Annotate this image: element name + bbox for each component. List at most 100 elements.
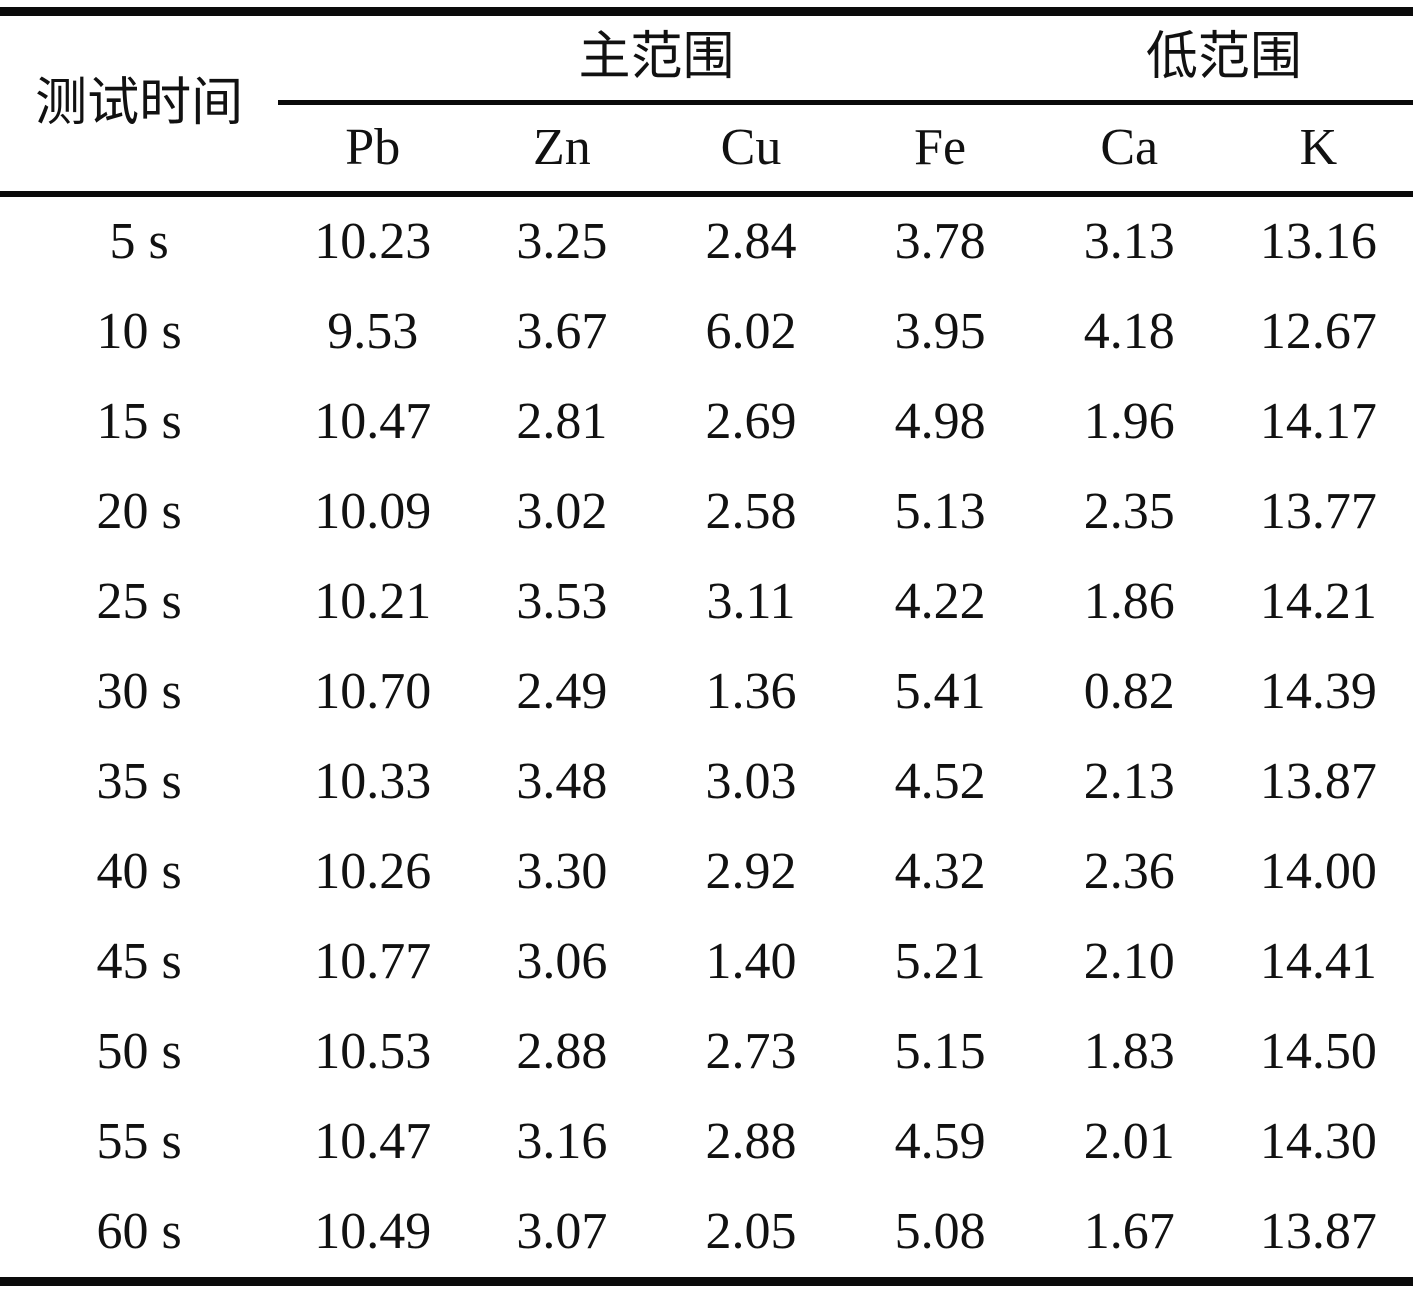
group-header-row: 测试时间 主范围 低范围 <box>0 11 1413 197</box>
table-row: 15 s 10.47 2.81 2.69 4.98 1.96 14.17 <box>0 377 1413 467</box>
row-time-label: 50 s <box>96 1023 182 1080</box>
table-cell: 3.67 <box>516 303 608 360</box>
table-cell: 2.88 <box>516 1023 608 1080</box>
table-cell: 2.81 <box>516 393 608 450</box>
table-cell: 3.53 <box>516 573 608 630</box>
table-cell: 3.11 <box>706 573 796 630</box>
row-time-label: 60 s <box>96 1203 182 1260</box>
table-cell: 4.22 <box>894 573 986 630</box>
column-header-cu: Cu <box>656 102 846 197</box>
table-cell: 10.47 <box>314 393 432 450</box>
table-cell: 10.49 <box>314 1203 432 1260</box>
table-cell: 4.32 <box>894 843 986 900</box>
table-cell: 3.06 <box>516 933 608 990</box>
table-cell: 2.10 <box>1083 933 1175 990</box>
measurement-table: 测试时间 主范围 低范围 Pb Zn Cu Fe Ca K 5 s 10.23 … <box>0 7 1413 1286</box>
table-cell: 4.98 <box>894 393 986 450</box>
table-cell: 3.95 <box>894 303 986 360</box>
table-cell: 5.21 <box>894 933 986 990</box>
table-cell: 14.00 <box>1259 843 1377 900</box>
table-cell: 2.13 <box>1083 753 1175 810</box>
table-cell: 3.78 <box>894 213 986 270</box>
row-time-label: 5 s <box>109 213 169 270</box>
table-cell: 9.53 <box>327 303 419 360</box>
table-row: 35 s 10.33 3.48 3.03 4.52 2.13 13.87 <box>0 737 1413 827</box>
column-header-ca: Ca <box>1034 102 1224 197</box>
table-cell: 5.13 <box>894 483 986 540</box>
table-cell: 10.26 <box>314 843 432 900</box>
table-cell: 2.05 <box>705 1203 797 1260</box>
table-cell: 0.82 <box>1083 663 1175 720</box>
table-cell: 2.01 <box>1083 1113 1175 1170</box>
row-time-label: 30 s <box>96 663 182 720</box>
table-row: 30 s 10.70 2.49 1.36 5.41 0.82 14.39 <box>0 647 1413 737</box>
table-row: 5 s 10.23 3.25 2.84 3.78 3.13 13.16 <box>0 194 1413 287</box>
table-cell: 3.03 <box>705 753 797 810</box>
element-header-row: Pb Zn Cu Fe Ca K <box>0 102 1413 197</box>
table-cell: 2.69 <box>705 393 797 450</box>
table-cell: 10.33 <box>314 753 432 810</box>
table-cell: 1.86 <box>1083 573 1175 630</box>
column-header-k: K <box>1223 102 1413 197</box>
table-cell: 14.17 <box>1259 393 1377 450</box>
table-cell: 3.25 <box>516 213 608 270</box>
table-cell: 5.15 <box>894 1023 986 1080</box>
table-cell: 14.50 <box>1259 1023 1377 1080</box>
table-row: 50 s 10.53 2.88 2.73 5.15 1.83 14.50 <box>0 1007 1413 1097</box>
table-cell: 13.77 <box>1259 483 1377 540</box>
table-cell: 3.16 <box>516 1113 608 1170</box>
table-cell: 2.36 <box>1083 843 1175 900</box>
table-cell: 1.83 <box>1083 1023 1175 1080</box>
main-range-group-header: 主范围 <box>278 11 1035 105</box>
table-cell: 10.09 <box>314 483 432 540</box>
table-cell: 2.49 <box>516 663 608 720</box>
table-cell: 13.87 <box>1259 1203 1377 1260</box>
row-time-label: 40 s <box>96 843 182 900</box>
column-header-zn: Zn <box>467 102 657 197</box>
table-cell: 12.67 <box>1259 303 1377 360</box>
row-time-label: 15 s <box>96 393 182 450</box>
table-cell: 5.08 <box>894 1203 986 1260</box>
table-cell: 3.48 <box>516 753 608 810</box>
table-cell: 3.02 <box>516 483 608 540</box>
table-row: 25 s 10.21 3.53 3.11 4.22 1.86 14.21 <box>0 557 1413 647</box>
table-cell: 1.40 <box>705 933 797 990</box>
table-cell: 10.53 <box>314 1023 432 1080</box>
test-time-header: 测试时间 <box>0 11 279 197</box>
table-cell: 2.88 <box>705 1113 797 1170</box>
table-cell: 1.67 <box>1083 1203 1175 1260</box>
table-cell: 10.70 <box>314 663 432 720</box>
table-cell: 3.13 <box>1083 213 1175 270</box>
table-cell: 13.87 <box>1259 753 1377 810</box>
row-time-label: 25 s <box>96 573 182 630</box>
table-cell: 10.21 <box>314 573 432 630</box>
table-body: 5 s 10.23 3.25 2.84 3.78 3.13 13.16 10 s… <box>0 194 1413 1282</box>
row-time-label: 35 s <box>96 753 182 810</box>
table-cell: 2.35 <box>1083 483 1175 540</box>
table-cell: 1.96 <box>1083 393 1175 450</box>
table-cell: 3.07 <box>516 1203 608 1260</box>
row-time-label: 10 s <box>96 303 182 360</box>
table-row: 60 s 10.49 3.07 2.05 5.08 1.67 13.87 <box>0 1187 1413 1282</box>
column-header-fe: Fe <box>845 102 1035 197</box>
table-cell: 14.41 <box>1259 933 1377 990</box>
table-row: 55 s 10.47 3.16 2.88 4.59 2.01 14.30 <box>0 1097 1413 1187</box>
table-cell: 3.30 <box>516 843 608 900</box>
table-cell: 2.73 <box>705 1023 797 1080</box>
table-cell: 6.02 <box>705 303 797 360</box>
row-time-label: 55 s <box>96 1113 182 1170</box>
table-cell: 14.39 <box>1259 663 1377 720</box>
table-cell: 10.77 <box>314 933 432 990</box>
table-row: 45 s 10.77 3.06 1.40 5.21 2.10 14.41 <box>0 917 1413 1007</box>
table-cell: 10.23 <box>314 213 432 270</box>
table-cell: 13.16 <box>1259 213 1377 270</box>
table-cell: 4.59 <box>894 1113 986 1170</box>
table-cell: 2.92 <box>705 843 797 900</box>
table-cell: 2.84 <box>705 213 797 270</box>
table-row: 40 s 10.26 3.30 2.92 4.32 2.36 14.00 <box>0 827 1413 917</box>
table-cell: 2.58 <box>705 483 797 540</box>
table-cell: 1.36 <box>705 663 797 720</box>
table-row: 20 s 10.09 3.02 2.58 5.13 2.35 13.77 <box>0 467 1413 557</box>
low-range-group-header: 低范围 <box>1034 11 1413 105</box>
